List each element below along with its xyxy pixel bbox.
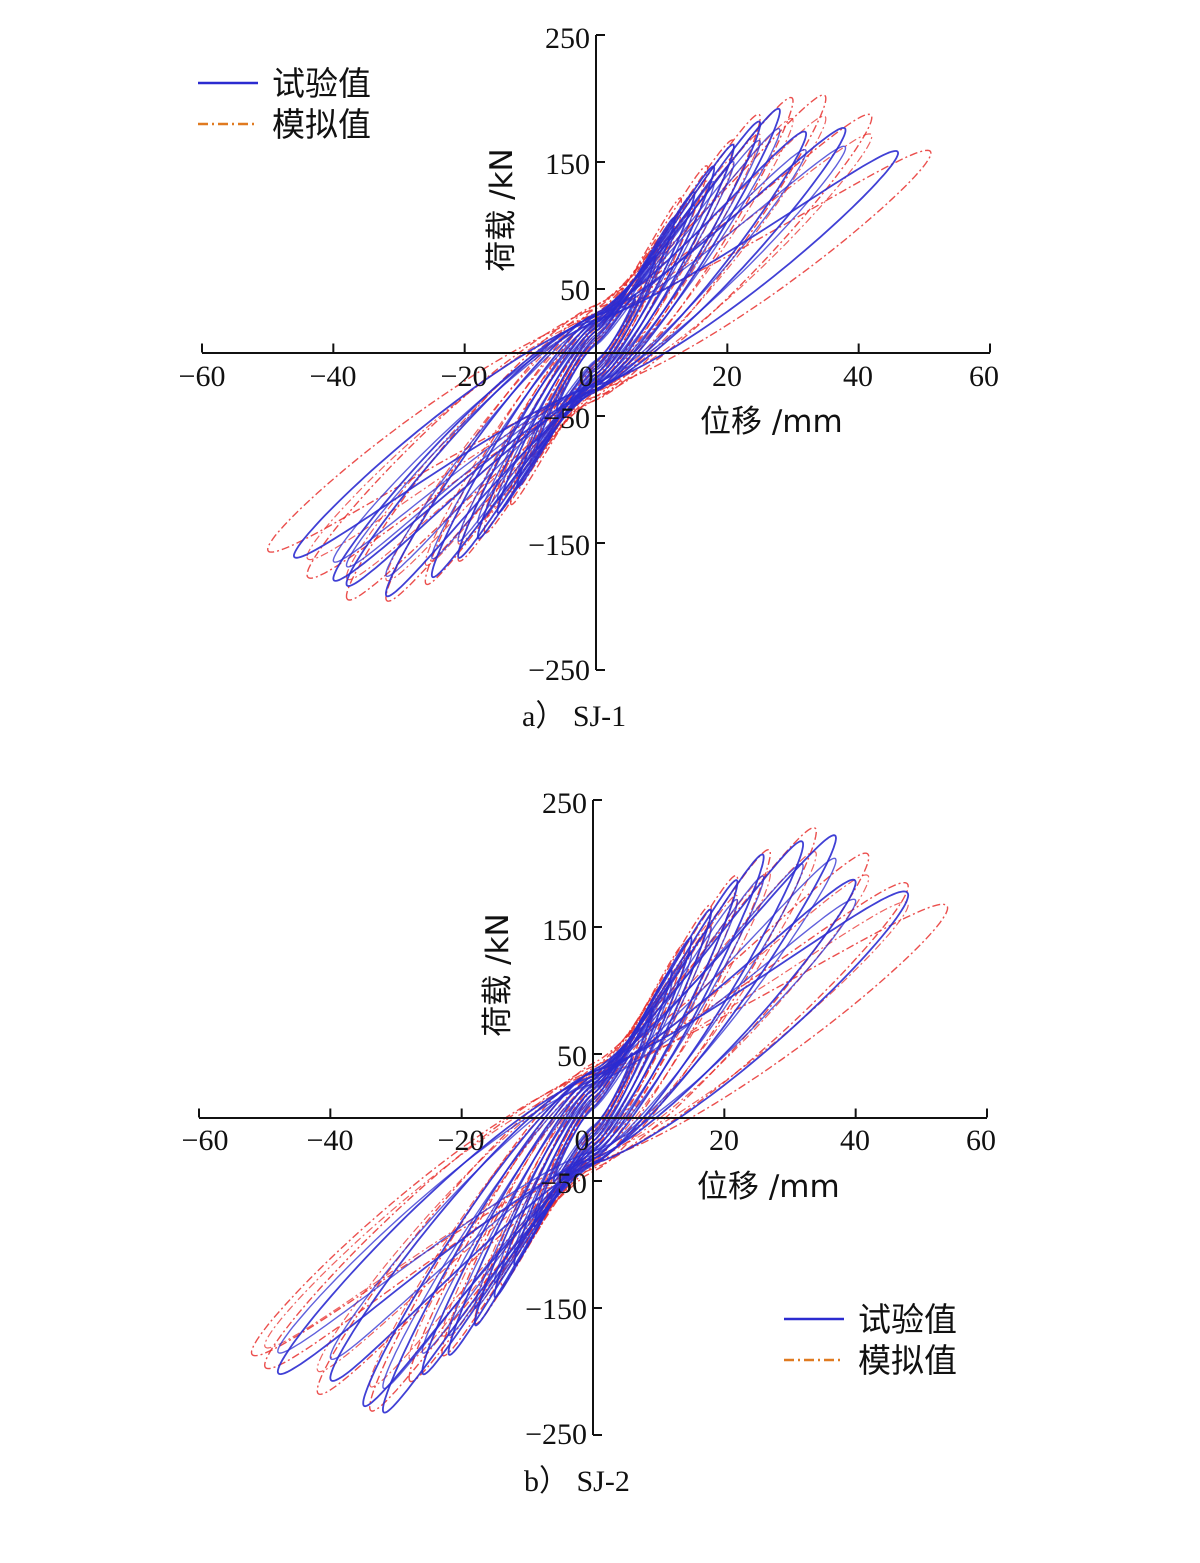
sim-loop-repeat	[408, 871, 771, 1361]
y-tick-label: −250	[525, 1418, 587, 1451]
test-loop-repeat	[552, 1057, 634, 1178]
panel-caption: a） SJ-1	[522, 700, 626, 733]
x-tick-label: −40	[310, 360, 357, 393]
x-tick-label: −20	[441, 360, 488, 393]
test-loop	[332, 126, 847, 582]
sim-loop-repeat	[526, 998, 660, 1235]
test-loop-repeat	[474, 926, 712, 1309]
x-tick-label: −60	[179, 360, 226, 393]
x-axis-label: 位移 /mm	[697, 1169, 840, 1205]
x-tick-label: 0	[575, 1124, 590, 1157]
hysteresis-curves-a	[266, 94, 932, 602]
y-tick-label: −50	[543, 402, 590, 435]
test-loop-repeat	[277, 898, 857, 1354]
sim-loop	[263, 882, 909, 1370]
y-tick-label: −150	[528, 529, 590, 562]
test-loop	[329, 834, 837, 1382]
sim-loop	[266, 149, 932, 553]
sim-loop	[385, 96, 794, 602]
panel-caption: b） SJ-2	[524, 1465, 630, 1498]
y-tick-label: −250	[528, 654, 590, 687]
chart-panel-b: −60 −40 −20 0 20 40 60 250 150 50 −50 −1…	[182, 787, 996, 1498]
sim-loop-repeat	[546, 1043, 640, 1192]
x-tick-label: 60	[969, 360, 999, 393]
test-loop-repeat	[447, 898, 739, 1337]
sim-loop	[474, 904, 712, 1325]
x-tick-label: −40	[307, 1124, 354, 1157]
sim-loop	[345, 94, 827, 601]
sim-loop	[424, 113, 761, 586]
x-tick-label: −60	[182, 1124, 229, 1157]
test-loop-repeat	[385, 127, 781, 577]
test-loop	[421, 853, 765, 1376]
test-loop-repeat	[329, 857, 837, 1360]
test-loop	[292, 150, 900, 559]
test-loop-repeat	[431, 139, 761, 560]
legend-label-test: 试验值	[858, 1300, 957, 1339]
test-loop	[476, 165, 716, 540]
test-loop	[276, 878, 857, 1376]
sim-loop	[250, 903, 949, 1357]
x-tick-label: 60	[966, 1124, 996, 1157]
test-loop	[457, 143, 735, 559]
ticks-b	[198, 799, 988, 1436]
test-loop	[430, 120, 762, 579]
y-tick-label: 250	[545, 22, 590, 55]
legend-label-sim: 模拟值	[272, 105, 371, 144]
test-loop	[362, 890, 910, 1408]
y-axis-label: 荷载 /kN	[480, 913, 516, 1036]
test-loop	[381, 840, 805, 1414]
x-tick-label: −20	[438, 1124, 485, 1157]
chart-panel-a: −60 −40 −20 0 20 40 60 250 150 50 −50 −1…	[179, 22, 999, 733]
test-loop-repeat	[332, 145, 847, 563]
y-tick-label: 150	[545, 148, 590, 181]
legend-a: 试验值 模拟值	[198, 64, 371, 144]
legend-label-test: 试验值	[272, 64, 371, 103]
hysteresis-curves-b	[250, 826, 949, 1414]
y-tick-label: 50	[557, 1040, 587, 1073]
sim-loop-repeat	[264, 901, 909, 1349]
sim-loop-repeat	[529, 245, 663, 458]
sim-loop-repeat	[369, 850, 817, 1388]
y-tick-label: 250	[542, 787, 587, 820]
legend-label-sim: 模拟值	[858, 1341, 957, 1380]
ticks-a	[201, 34, 991, 671]
test-loop-repeat	[382, 863, 804, 1390]
y-tick-label: −150	[525, 1293, 587, 1326]
sim-loop-repeat	[500, 957, 686, 1272]
x-tick-label: 20	[709, 1124, 739, 1157]
test-loop	[345, 130, 808, 587]
x-tick-label: 40	[840, 1124, 870, 1157]
y-tick-label: 150	[542, 914, 587, 947]
sim-loop	[509, 197, 683, 506]
test-loop-repeat	[555, 298, 637, 407]
x-tick-label: 40	[843, 360, 873, 393]
x-axis-label: 位移 /mm	[700, 404, 843, 440]
test-loop-repeat	[345, 149, 807, 568]
sim-loop-repeat	[385, 117, 794, 582]
sim-loop	[306, 113, 873, 579]
legend-b: 试验值 模拟值	[784, 1300, 957, 1380]
test-loop-repeat	[421, 875, 765, 1354]
y-tick-label: −50	[540, 1167, 587, 1200]
x-tick-label: 20	[712, 360, 742, 393]
test-loop-repeat	[457, 161, 735, 542]
y-axis-label: 荷载 /kN	[484, 148, 520, 271]
sim-loop-repeat	[316, 874, 870, 1373]
x-tick-label: 0	[579, 360, 594, 393]
y-tick-label: 50	[560, 274, 590, 307]
sim-loop-repeat	[306, 133, 873, 561]
test-loop	[384, 107, 781, 598]
